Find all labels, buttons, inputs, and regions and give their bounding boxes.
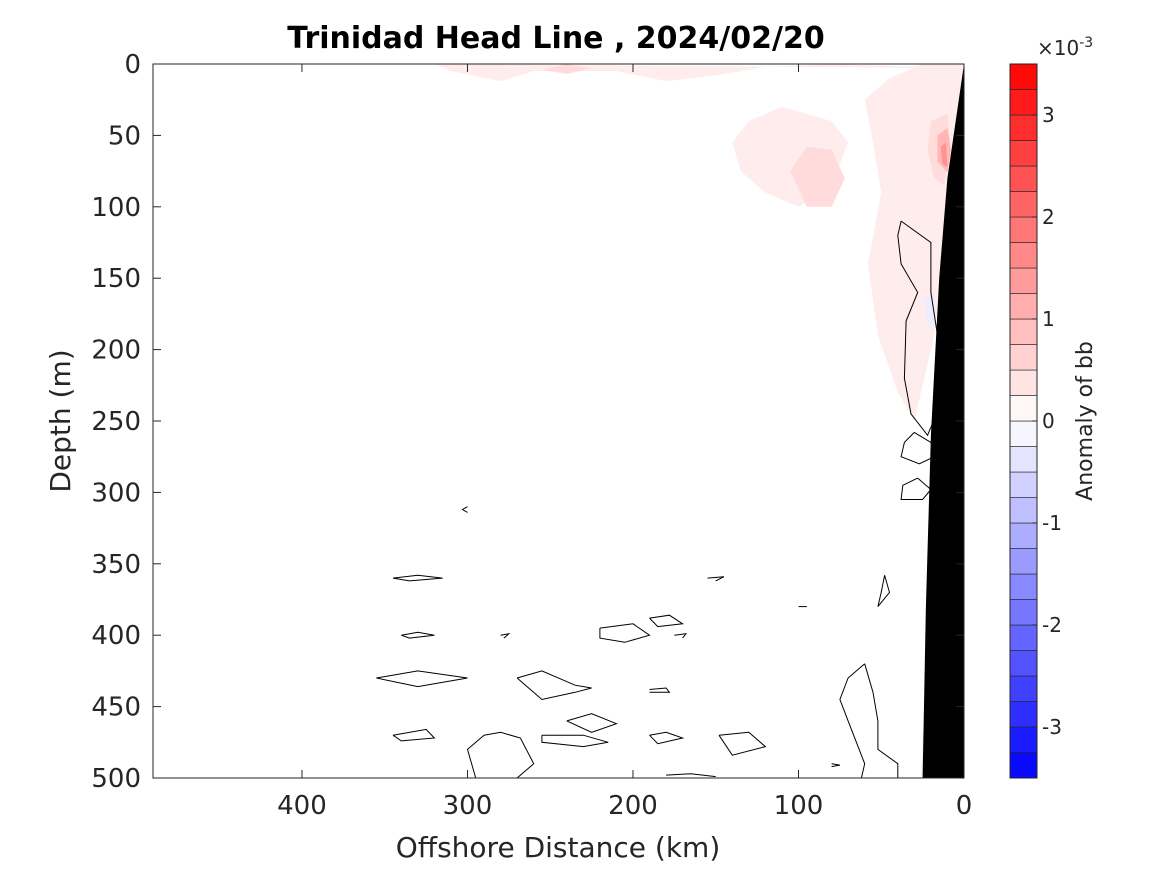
colorbar: -3 -2 -1 0 1 2 3: [1009, 63, 1062, 779]
zero-contour-line-9: [392, 728, 436, 742]
x-tick-label: 100: [774, 791, 824, 821]
colorbar-level-swatch: [1009, 395, 1038, 422]
y-tick-label: 200: [91, 336, 141, 366]
y-axis: 0 50 100 150 200 250 300 350 400 450 500: [91, 50, 964, 794]
colorbar-level-swatch: [1009, 216, 1038, 243]
y-tick-label: 100: [91, 193, 141, 223]
colorbar-level-swatch: [1009, 650, 1038, 677]
colorbar-level-swatch: [1009, 318, 1038, 345]
positive-anomaly-region-7: [541, 64, 592, 74]
chart-title: Trinidad Head Line , 2024/02/20: [287, 21, 824, 56]
zero-contour-line-26: [666, 773, 716, 778]
colorbar-level-swatch: [1009, 675, 1038, 702]
colorbar-exponent-base: ×10: [1037, 36, 1079, 60]
colorbar-level-swatch: [1009, 548, 1038, 575]
zero-contour-line-7: [401, 631, 435, 639]
y-tick-label: 500: [91, 764, 141, 794]
colorbar-level-swatch: [1009, 599, 1038, 626]
zero-contour-line-5: [839, 663, 866, 779]
colorbar-level-swatch: [1009, 140, 1038, 167]
zero-contour-line-22: [500, 633, 511, 639]
zero-contour-line-3: [877, 575, 891, 607]
y-tick-label: 150: [91, 264, 141, 294]
colorbar-level-swatch: [1009, 267, 1038, 294]
colorbar-tick-label: 3: [1042, 103, 1055, 127]
zero-contour-line-10: [461, 506, 468, 513]
zero-contour-line-19: [718, 731, 767, 756]
zero-contour-line-13: [649, 614, 685, 628]
colorbar-exponent-power: -3: [1079, 35, 1093, 51]
positive-anomaly-region-3: [790, 146, 845, 207]
zero-contour-line-14: [566, 713, 618, 733]
y-axis-label: Depth (m): [44, 349, 77, 492]
colorbar-tick-label: 1: [1042, 307, 1055, 331]
colorbar-level-swatch: [1009, 63, 1038, 90]
colorbar-level-swatch: [1009, 624, 1038, 651]
contour-plot-area: [376, 64, 964, 779]
y-tick-label: 0: [124, 50, 141, 80]
colorbar-tick-label: -2: [1042, 613, 1062, 637]
colorbar-level-swatch: [1009, 726, 1038, 753]
axes-frame: [152, 63, 965, 779]
y-tick-label: 400: [91, 621, 141, 651]
colorbar-level-swatch: [1009, 191, 1038, 218]
colorbar-level-swatch: [1009, 573, 1038, 600]
colorbar-level-swatch: [1009, 471, 1038, 498]
colorbar-exponent: ×10-3: [1037, 35, 1093, 60]
colorbar-level-swatch: [1009, 369, 1038, 396]
colorbar-tick-label: -3: [1042, 715, 1062, 739]
colorbar-tick-label: 2: [1042, 205, 1055, 229]
colorbar-tick-label: -1: [1042, 511, 1062, 535]
y-tick-label: 300: [91, 478, 141, 508]
negative-anomaly-region-0: [924, 292, 936, 329]
colorbar-level-swatch: [1009, 344, 1038, 371]
zero-contour-line-12: [599, 623, 651, 643]
zero-contour-line-23: [674, 633, 688, 639]
zero-contour-line-16: [483, 731, 535, 779]
bathymetry-shelf: [922, 64, 964, 778]
positive-anomaly-region-0: [434, 64, 964, 82]
colorbar-level-swatch: [1009, 89, 1038, 116]
colorbar-tick-label: 0: [1042, 409, 1055, 433]
colorbar-level-swatch: [1009, 293, 1038, 320]
x-tick-label: 200: [608, 791, 658, 821]
x-axis-label: Offshore Distance (km): [396, 831, 721, 864]
positive-anomaly-region-6: [940, 142, 948, 167]
zero-contour-line-8: [376, 670, 468, 688]
y-tick-label: 250: [91, 407, 141, 437]
zero-contour-line-18: [649, 731, 685, 745]
zero-contour-line-15: [541, 734, 609, 748]
colorbar-level-swatch: [1009, 114, 1038, 141]
colorbar-label: Anomaly of bb: [1073, 341, 1098, 501]
y-tick-label: 50: [108, 121, 141, 151]
zero-contour-line-21: [707, 576, 725, 582]
zero-contour-line-1: [900, 431, 935, 465]
y-tick-label: 450: [91, 693, 141, 723]
x-tick-label: 400: [277, 791, 327, 821]
colorbar-level-swatch: [1009, 165, 1038, 192]
y-tick-label: 350: [91, 550, 141, 580]
colorbar-level-swatch: [1009, 420, 1038, 447]
colorbar-level-swatch: [1009, 752, 1038, 779]
zero-contour-line-17: [466, 734, 485, 779]
zero-contour-line-0: [897, 220, 945, 437]
zero-contour-line-4: [864, 663, 899, 778]
colorbar-level-swatch: [1009, 701, 1038, 728]
colorbar-level-swatch: [1009, 446, 1038, 473]
zero-contour-line-25: [831, 763, 840, 768]
x-tick-label: 0: [956, 791, 973, 821]
colorbar-level-swatch: [1009, 242, 1038, 269]
colorbar-level-swatch: [1009, 522, 1038, 549]
zero-contour-line-20: [649, 687, 671, 693]
zero-contour-line-11: [516, 670, 592, 701]
colorbar-level-swatch: [1009, 497, 1038, 524]
x-axis: 400 300 200 100 0: [277, 64, 972, 821]
zero-contour-line-6: [392, 574, 443, 582]
x-tick-label: 300: [443, 791, 493, 821]
zero-contour-line-2: [900, 477, 932, 500]
